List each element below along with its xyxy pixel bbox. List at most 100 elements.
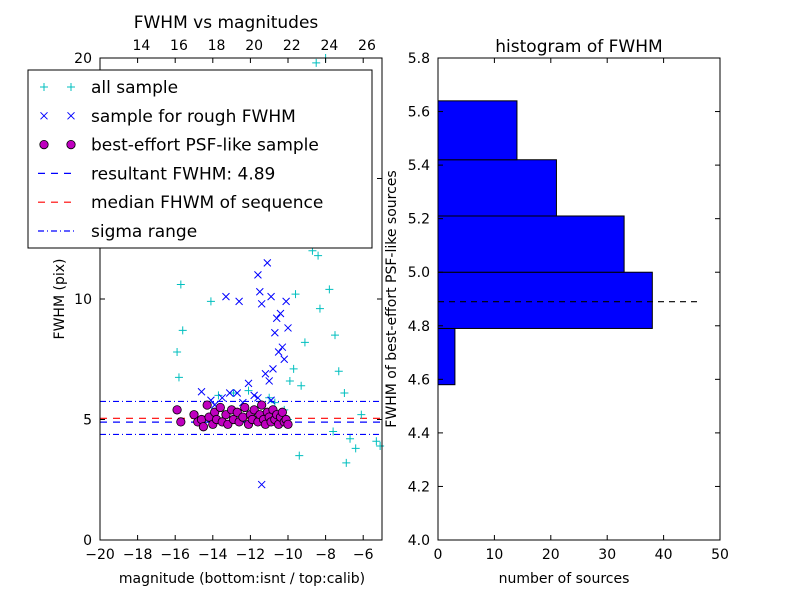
all-sample-point [244, 386, 253, 395]
histogram-plot: 0 10 20 30 40 50 4.0 4.2 4.4 4.6 4.8 5.0 5.2 5.4 5.6 5.… [384, 37, 729, 587]
histogram-bar [437, 327, 456, 386]
top-tick-label: 18 [208, 38, 226, 54]
top-tick-label: 16 [170, 38, 188, 54]
rough-sample-point [280, 355, 289, 364]
x-tick-label: −10 [273, 547, 303, 563]
y-tick-label: 0 [83, 533, 92, 549]
rough-sample-point [255, 287, 264, 296]
rough-sample-point [244, 379, 253, 388]
x-tick-label: −18 [123, 547, 153, 563]
rough-sample-point [222, 292, 230, 301]
best-sample-point [189, 410, 199, 420]
best-sample-point [277, 407, 287, 417]
rough-sample-point [197, 387, 206, 396]
x-tick-label: 10 [485, 547, 503, 563]
rough-sample-point [254, 271, 262, 279]
all-sample-point [285, 376, 294, 385]
scatter-ticks: −20 −18 −16 −14 −12 −10 −8 −6 14 16 18 20 22 24 26 0 5 10… [74, 38, 382, 563]
all-sample-point [214, 391, 223, 400]
rough-sample-point [261, 369, 270, 378]
rough-sample-point [282, 297, 290, 306]
all-sample-point [300, 338, 309, 347]
rough-sample-point [278, 343, 287, 352]
x-tick-label: 50 [711, 547, 729, 563]
x-tick-label: −12 [236, 547, 266, 563]
legend-marker [39, 140, 49, 150]
histogram-axes-frame [437, 57, 721, 541]
all-sample-point [295, 451, 304, 460]
histogram-bar [437, 215, 625, 273]
rough-sample-point [250, 391, 259, 400]
best-sample-point [257, 400, 267, 410]
best-sample-point [198, 422, 208, 432]
rough-sample-point [269, 365, 277, 373]
legend-marker [67, 111, 75, 120]
legend-marker [67, 83, 75, 91]
x-tick-label: −6 [353, 547, 374, 563]
y-tick-label: 4.6 [408, 372, 430, 388]
all-sample-point [291, 290, 300, 299]
all-sample-point [331, 331, 339, 340]
rough-sample-point [265, 377, 274, 385]
legend-marker [66, 140, 76, 150]
x-tick-label: 0 [434, 547, 443, 563]
histogram-bars [437, 100, 653, 386]
rough-sample-point [263, 258, 272, 267]
rough-sample-point [233, 389, 242, 397]
best-sample-point [238, 412, 248, 422]
histogram-y-axis-label: FWHM of best-effort PSF-like sources [384, 170, 400, 427]
x-tick-label: −20 [85, 547, 115, 563]
all-sample-point [178, 326, 187, 335]
rough-sample-point [270, 328, 279, 337]
rough-sample-point [218, 393, 227, 402]
all-sample-point [315, 304, 324, 313]
histogram-bar [437, 159, 557, 217]
rough-sample-point [235, 297, 243, 306]
x-tick-label: −16 [160, 547, 190, 563]
best-sample-point [215, 402, 225, 413]
all-sample-point [174, 373, 183, 382]
rough-sample-point [274, 348, 283, 356]
scatter-points [172, 54, 385, 489]
all-sample-point [314, 251, 323, 260]
histogram-title: histogram of FWHM [495, 37, 662, 57]
all-sample-point [312, 58, 321, 67]
x-tick-label: −8 [315, 547, 336, 563]
histogram-bar [437, 100, 518, 161]
scatter-title: FWHM vs magnitudes [134, 13, 319, 33]
all-sample-point [340, 388, 349, 397]
top-tick-label: 24 [320, 38, 338, 54]
legend-label: median FHWM of sequence [91, 193, 323, 213]
top-tick-label: 20 [245, 38, 263, 54]
scatter-x-axis-label: magnitude (bottom:isnt / top:calib) [119, 571, 365, 587]
all-sample-point [342, 458, 351, 467]
top-tick-label: 14 [132, 38, 150, 54]
all-sample-point [297, 381, 306, 390]
all-sample-point [325, 285, 334, 294]
legend-label: best-effort PSF-like sample [91, 136, 319, 156]
scatter-plot: −20 −18 −16 −14 −12 −10 −8 −6 14 16 18 20 22 24 26 0 5 10… [52, 13, 385, 587]
all-sample-point [229, 388, 238, 397]
best-sample-point [172, 405, 182, 415]
y-tick-label: 5.4 [408, 158, 430, 174]
all-sample-point [334, 367, 343, 376]
y-tick-label: 4.4 [408, 426, 430, 442]
all-sample-point [329, 427, 338, 436]
all-sample-point [346, 434, 355, 443]
all-sample-point [176, 280, 185, 289]
y-tick-label: 20 [74, 51, 92, 67]
all-sample-point [372, 437, 381, 446]
y-tick-label: 4.2 [408, 479, 430, 495]
rough-sample-point [276, 309, 285, 318]
x-tick-label: 30 [598, 547, 616, 563]
x-tick-label: 40 [655, 547, 673, 563]
legend-marker [40, 111, 48, 120]
rough-sample-point [254, 393, 262, 402]
y-tick-label: 5.8 [408, 51, 430, 67]
histogram-x-axis-label: number of sources [499, 571, 630, 587]
legend-box [27, 69, 373, 249]
y-tick-label: 10 [74, 292, 92, 308]
best-sample-point [283, 419, 293, 429]
legend-entries: all sample sample for rough FWHM best-effo… [38, 78, 323, 242]
